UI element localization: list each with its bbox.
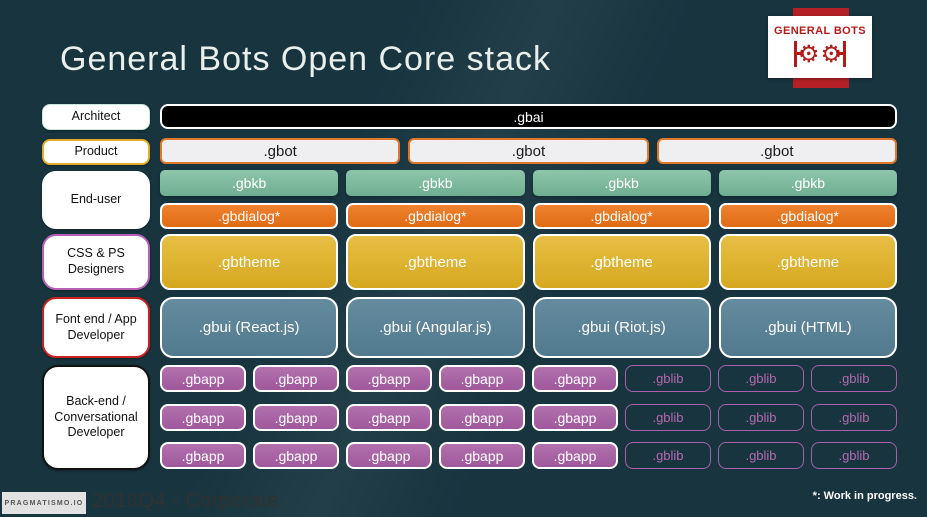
gbapp-box: .gbapp bbox=[253, 404, 339, 431]
gbapp-box: .gbapp bbox=[346, 442, 432, 469]
label-end-user: End-user bbox=[42, 171, 150, 229]
label-product: Product bbox=[42, 139, 150, 165]
gbkb-box: .gbkb bbox=[718, 170, 897, 196]
gbui-box: .gbui (HTML) bbox=[718, 297, 897, 358]
gbkb-box: .gbkb bbox=[346, 170, 525, 196]
footer-caption: 2018Q4 - Corporate bbox=[92, 490, 279, 512]
gblib-box: .gblib bbox=[718, 442, 804, 469]
gblib-box: .gblib bbox=[625, 442, 711, 469]
gblib-box: .gblib bbox=[625, 365, 711, 392]
gbapp-box: .gbapp bbox=[532, 404, 618, 431]
gbapp-box: .gbapp bbox=[253, 365, 339, 392]
gbapp-box: .gbapp bbox=[160, 404, 246, 431]
gblib-box: .gblib bbox=[811, 442, 897, 469]
gbapp-box: .gbapp bbox=[532, 442, 618, 469]
page-title: General Bots Open Core stack bbox=[60, 40, 552, 78]
gbtheme-box: .gbtheme bbox=[160, 234, 339, 290]
gbui-box: .gbui (React.js) bbox=[160, 297, 339, 358]
gbapp-box: .gbapp bbox=[439, 365, 525, 392]
backend-row-2: .gbapp .gbapp .gbapp .gbapp .gbapp .gblib .gb… bbox=[160, 404, 897, 431]
logo-brand-text: GENERAL BOTS bbox=[774, 24, 866, 37]
logo-bar-right bbox=[837, 40, 847, 67]
gbdialog-box: .gbdialog* bbox=[718, 203, 897, 229]
label-frontend-app-developer: Font end / App Developer bbox=[42, 297, 150, 358]
gblib-box: .gblib bbox=[811, 365, 897, 392]
gbai-box: .gbai bbox=[160, 104, 897, 129]
gbot-box: .gbot bbox=[408, 138, 649, 164]
gblib-box: .gblib bbox=[625, 404, 711, 431]
gbtheme-box: .gbtheme bbox=[532, 234, 711, 290]
gbapp-box: .gbapp bbox=[160, 365, 246, 392]
logo-gears: ⚙ ⚙ bbox=[793, 38, 847, 70]
general-bots-logo: GENERAL BOTS ⚙ ⚙ bbox=[768, 0, 878, 95]
gbapp-box: .gbapp bbox=[439, 404, 525, 431]
gbui-box: .gbui (Riot.js) bbox=[532, 297, 711, 358]
gbtheme-box: .gbtheme bbox=[718, 234, 897, 290]
gbapp-box: .gbapp bbox=[160, 442, 246, 469]
gbot-box: .gbot bbox=[656, 138, 897, 164]
work-in-progress-note: *: Work in progress. bbox=[812, 490, 917, 502]
gbapp-box: .gbapp bbox=[346, 365, 432, 392]
gear-icon: ⚙ bbox=[797, 39, 820, 68]
gbdialog-box: .gbdialog* bbox=[160, 203, 339, 229]
row-gbtheme: .gbtheme .gbtheme .gbtheme .gbtheme bbox=[160, 234, 897, 290]
logo-card: GENERAL BOTS ⚙ ⚙ bbox=[768, 16, 872, 78]
gbapp-box: .gbapp bbox=[532, 365, 618, 392]
gbapp-box: .gbapp bbox=[346, 404, 432, 431]
gblib-box: .gblib bbox=[718, 365, 804, 392]
gbapp-box: .gbapp bbox=[439, 442, 525, 469]
gbot-box: .gbot bbox=[160, 138, 401, 164]
row-gbkb: .gbkb .gbkb .gbkb .gbkb bbox=[160, 170, 897, 196]
backend-row-3: .gbapp .gbapp .gbapp .gbapp .gbapp .gblib .gb… bbox=[160, 442, 897, 469]
gbui-box: .gbui (Angular.js) bbox=[346, 297, 525, 358]
pragmatismo-logo: PRAGMATISMO.IO bbox=[2, 492, 86, 514]
logo-bar-left bbox=[793, 40, 803, 67]
label-css-ps-designers: CSS & PS Designers bbox=[42, 234, 150, 290]
gbdialog-box: .gbdialog* bbox=[346, 203, 525, 229]
gblib-box: .gblib bbox=[811, 404, 897, 431]
gblib-box: .gblib bbox=[718, 404, 804, 431]
row-gbai: .gbai bbox=[160, 104, 897, 129]
row-gbdialog: .gbdialog* .gbdialog* .gbdialog* .gbdialog* bbox=[160, 203, 897, 229]
gbdialog-box: .gbdialog* bbox=[532, 203, 711, 229]
gbkb-box: .gbkb bbox=[532, 170, 711, 196]
gbapp-box: .gbapp bbox=[253, 442, 339, 469]
backend-row-1: .gbapp .gbapp .gbapp .gbapp .gbapp .gblib .gb… bbox=[160, 365, 897, 392]
row-gbui: .gbui (React.js) .gbui (Angular.js) .gbui … bbox=[160, 297, 897, 358]
row-gbot: .gbot .gbot .gbot bbox=[160, 138, 897, 164]
gear-icon: ⚙ bbox=[820, 39, 843, 68]
gbtheme-box: .gbtheme bbox=[346, 234, 525, 290]
gbkb-box: .gbkb bbox=[160, 170, 339, 196]
label-backend-conversational-developer: Back-end / Conversational Developer bbox=[42, 365, 150, 470]
label-architect: Architect bbox=[42, 104, 150, 130]
